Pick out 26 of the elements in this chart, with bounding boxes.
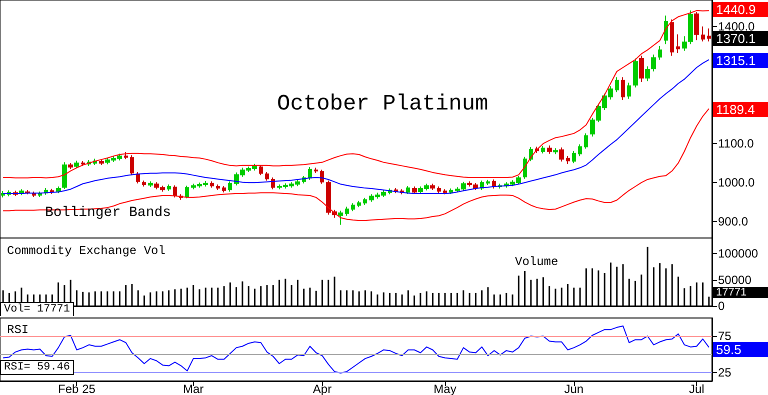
text: Commodity Exchange Vol — [7, 244, 166, 258]
y-tick-label: 50000 — [718, 272, 752, 287]
text: 1315.1 — [716, 53, 756, 68]
y-tick-label: 900.0 — [718, 214, 748, 229]
text: October Platinum — [277, 92, 488, 116]
y-tick-label: 1000.0 — [718, 176, 756, 190]
text: 1189.4 — [716, 102, 755, 117]
chart-title: RSI — [7, 323, 29, 337]
text: 1440.9 — [716, 2, 756, 17]
annotation: Vol= 17771 — [4, 304, 70, 316]
text: 1370.1 — [716, 31, 756, 46]
y-tick-label: 25 — [718, 365, 732, 380]
y-tick-label: 100000 — [718, 246, 758, 261]
annotation: Bollinger Bands — [45, 205, 172, 221]
y-tick-label: 1100.0 — [718, 136, 754, 151]
x-tick-label: Jul — [688, 382, 704, 395]
x-tick-label: Mar — [183, 382, 204, 395]
text: 17771 — [716, 286, 747, 298]
y-tick-label: 75 — [718, 329, 732, 344]
y-tick-label: 1400.0 — [718, 20, 756, 34]
annotation: RSI= 59.46 — [4, 362, 70, 374]
x-tick-label: Jun — [564, 382, 584, 395]
x-tick-label: Feb 25 — [58, 382, 96, 395]
annotation: Volume — [515, 255, 558, 269]
text: 59.5 — [716, 342, 742, 357]
y-tick-label: 0 — [718, 299, 725, 313]
